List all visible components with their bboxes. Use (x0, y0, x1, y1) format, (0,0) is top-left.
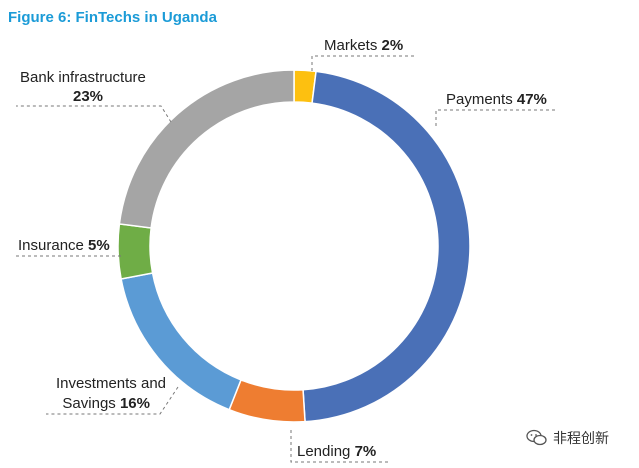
watermark-text: 非程创新 (553, 431, 609, 447)
label-insurance: Insurance 5% (18, 237, 110, 254)
wechat-icon (526, 429, 548, 447)
leader-payments (435, 109, 556, 126)
label-payments: Payments 47% (446, 91, 547, 108)
label-markets: Markets 2% (324, 37, 403, 54)
slice-lending (228, 378, 306, 423)
label-investments: Investments and (56, 375, 166, 392)
label-lending: Lending 7% (297, 443, 376, 460)
slice-bank-infrastructure (118, 69, 295, 229)
label-bank: Bank infrastructure (20, 69, 146, 86)
leader-bank (16, 105, 172, 123)
slice-payments (302, 70, 471, 423)
donut-slices (117, 69, 471, 423)
slice-insurance (117, 223, 154, 280)
label-bank-pct: 23% (73, 88, 103, 105)
leader-lending (290, 430, 388, 463)
watermark: 非程创新 (526, 428, 609, 448)
leader-investments (46, 386, 179, 415)
leader-markets (311, 55, 414, 71)
label-investments-line2: Savings 16% (62, 395, 150, 412)
figure-title: Figure 6: FinTechs in Uganda (8, 9, 217, 26)
